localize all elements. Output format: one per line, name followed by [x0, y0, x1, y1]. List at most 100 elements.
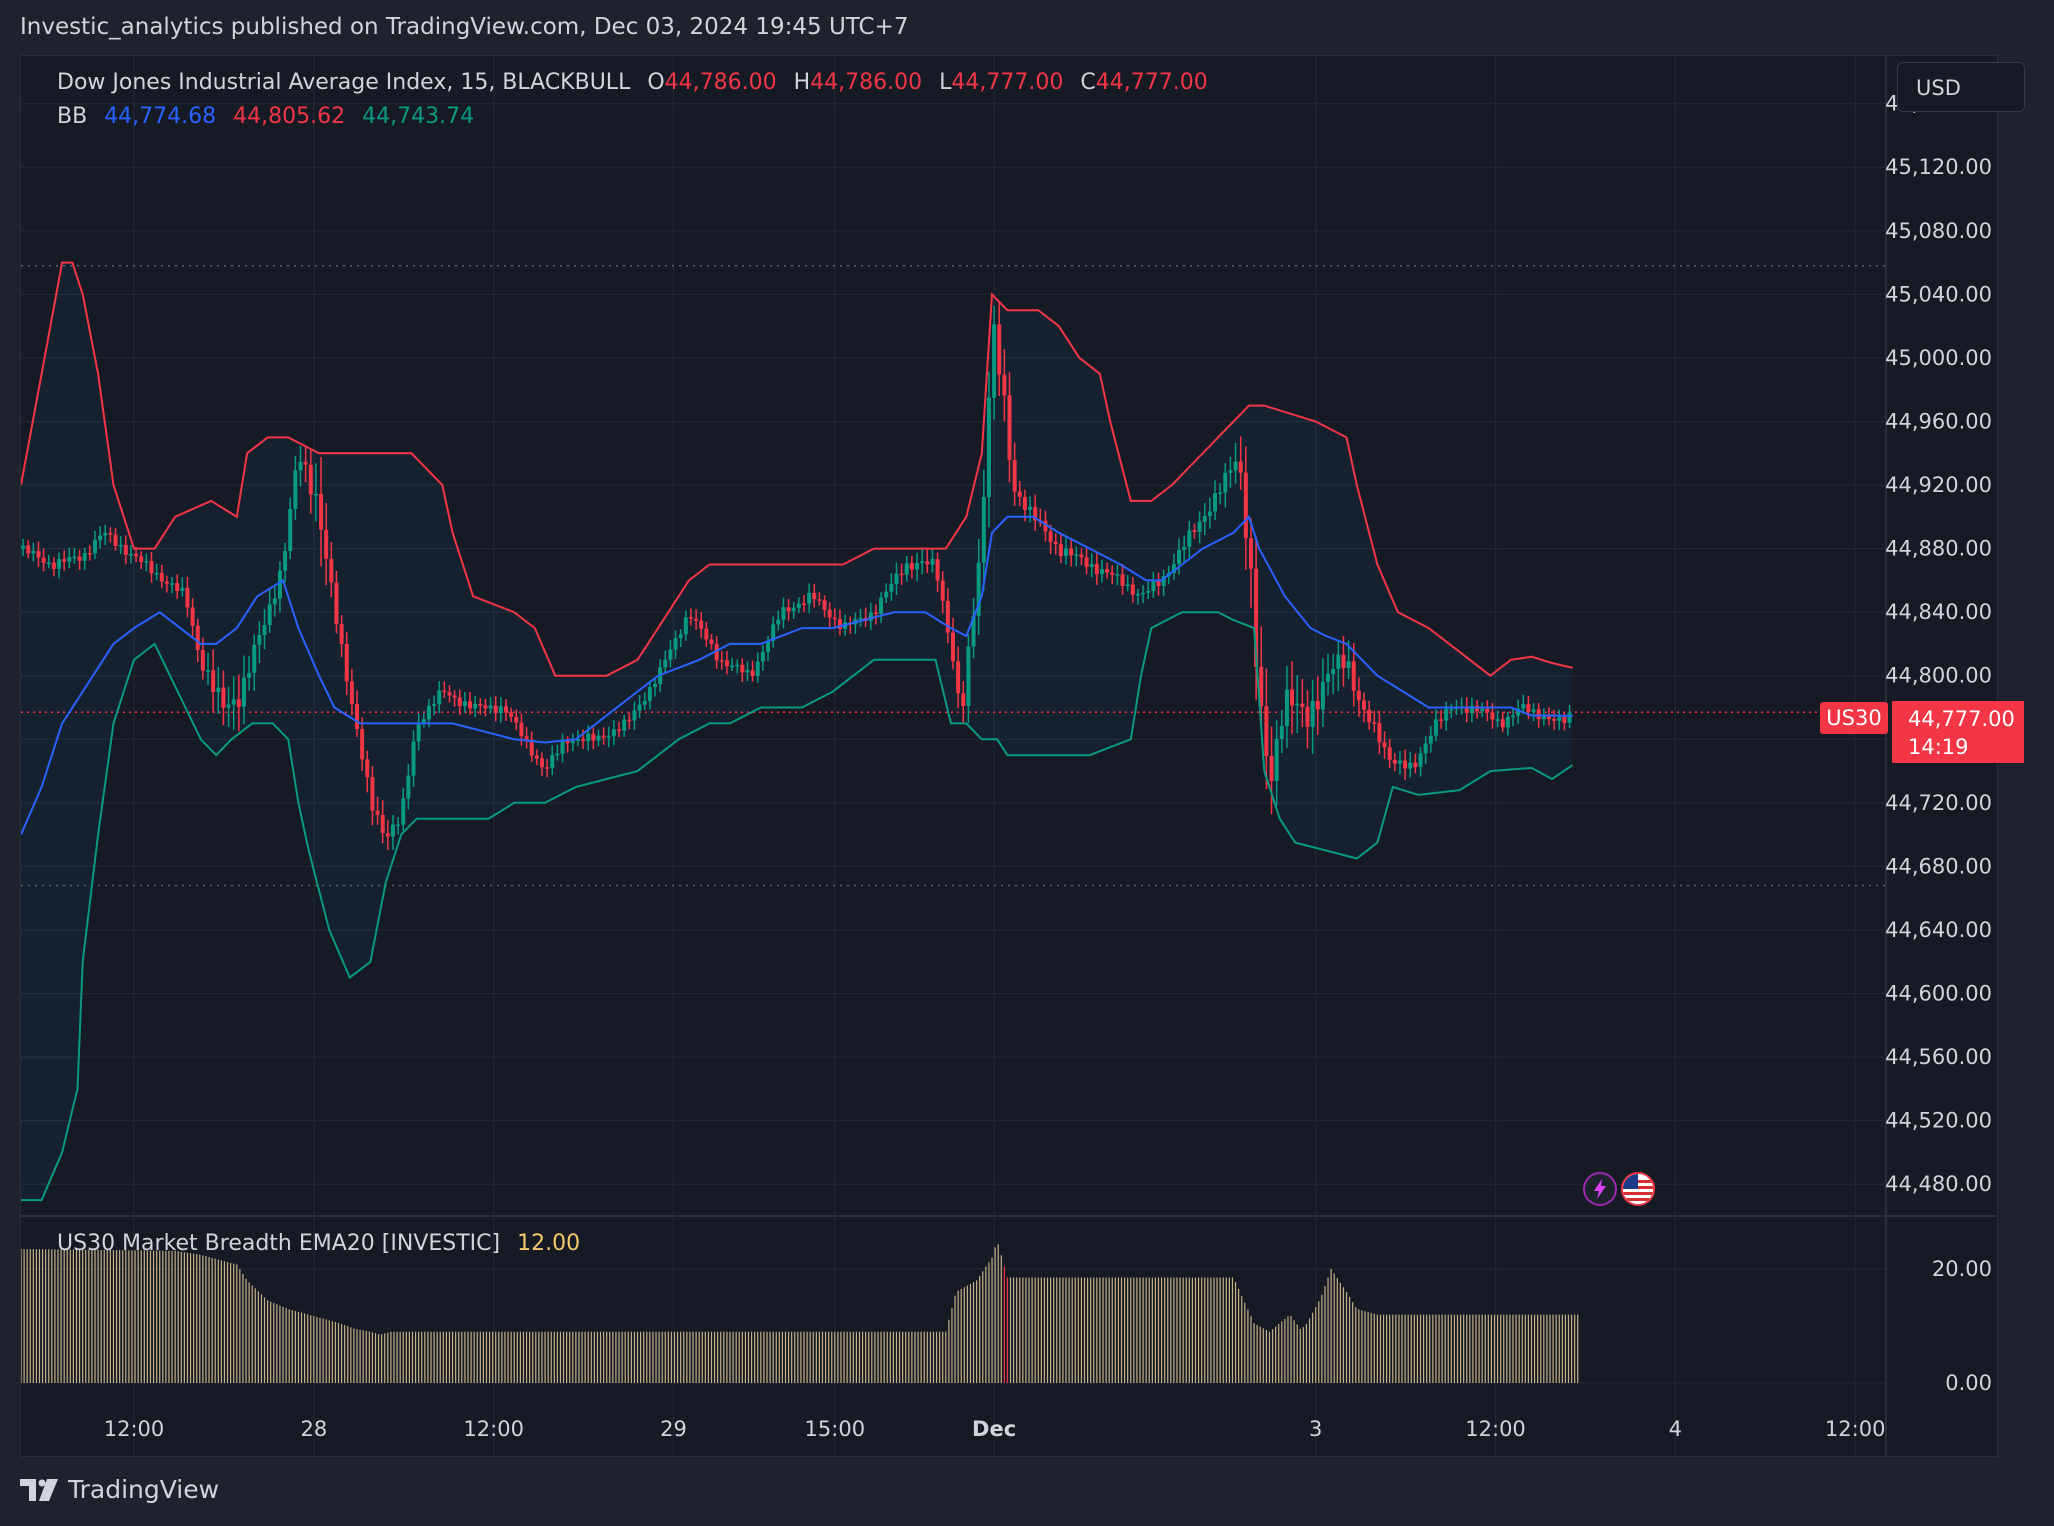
- candle-body[interactable]: [1516, 708, 1521, 716]
- candle-body[interactable]: [1485, 708, 1490, 713]
- candle-body[interactable]: [673, 638, 678, 650]
- candle-body[interactable]: [581, 739, 586, 742]
- candle-body[interactable]: [92, 540, 97, 554]
- candle-body[interactable]: [1269, 755, 1274, 781]
- candle-body[interactable]: [1043, 520, 1048, 532]
- candle-body[interactable]: [745, 670, 750, 673]
- candle-body[interactable]: [807, 592, 812, 604]
- candle-body[interactable]: [1320, 681, 1325, 710]
- candle-body[interactable]: [432, 704, 437, 706]
- candle-body[interactable]: [1182, 547, 1187, 550]
- candle-body[interactable]: [740, 664, 745, 673]
- candle-body[interactable]: [1377, 722, 1382, 743]
- candle-body[interactable]: [206, 670, 211, 672]
- candle-body[interactable]: [416, 722, 421, 742]
- candle-body[interactable]: [123, 544, 128, 555]
- candle-body[interactable]: [139, 556, 144, 563]
- candle-body[interactable]: [699, 620, 704, 629]
- candle-body[interactable]: [385, 833, 390, 837]
- candle-body[interactable]: [724, 660, 729, 667]
- candle-body[interactable]: [211, 670, 216, 692]
- candle-body[interactable]: [1546, 716, 1551, 720]
- candle-body[interactable]: [185, 587, 190, 608]
- candle-body[interactable]: [1135, 594, 1140, 596]
- candle-body[interactable]: [755, 661, 760, 676]
- time-tick-label[interactable]: 15:00: [805, 1417, 866, 1441]
- candle-body[interactable]: [298, 461, 303, 471]
- candle-body[interactable]: [319, 493, 324, 530]
- candle-body[interactable]: [1151, 581, 1156, 591]
- candle-body[interactable]: [272, 598, 277, 605]
- candle-body[interactable]: [1274, 738, 1279, 781]
- time-tick-label[interactable]: 28: [300, 1417, 327, 1441]
- candle-body[interactable]: [879, 597, 884, 615]
- candle-body[interactable]: [719, 660, 724, 662]
- candle-body[interactable]: [570, 740, 575, 744]
- candle-body[interactable]: [1433, 719, 1438, 736]
- candle-body[interactable]: [786, 607, 791, 612]
- time-tick-label[interactable]: 4: [1669, 1417, 1682, 1441]
- candle-body[interactable]: [231, 699, 236, 705]
- candle-body[interactable]: [1192, 530, 1197, 532]
- candle-body[interactable]: [1238, 461, 1243, 473]
- candle-body[interactable]: [355, 703, 360, 730]
- candle-body[interactable]: [971, 615, 976, 647]
- candle-body[interactable]: [149, 561, 154, 574]
- candle-body[interactable]: [750, 670, 755, 676]
- candle-body[interactable]: [1382, 742, 1387, 748]
- candle-body[interactable]: [1259, 666, 1264, 707]
- candle-body[interactable]: [339, 624, 344, 644]
- candle-body[interactable]: [1356, 690, 1361, 701]
- candle-body[interactable]: [1264, 706, 1269, 756]
- candle-body[interactable]: [216, 687, 221, 692]
- candle-body[interactable]: [642, 700, 647, 705]
- candle-body[interactable]: [678, 634, 683, 639]
- candle-body[interactable]: [252, 644, 257, 673]
- candle-body[interactable]: [1536, 709, 1541, 720]
- candle-body[interactable]: [555, 753, 560, 756]
- candle-body[interactable]: [452, 695, 457, 698]
- candle-body[interactable]: [940, 580, 945, 601]
- time-tick-label[interactable]: 29: [660, 1417, 687, 1441]
- candle-body[interactable]: [426, 705, 431, 720]
- candle-body[interactable]: [760, 651, 765, 662]
- candle-body[interactable]: [1028, 506, 1033, 510]
- candle-body[interactable]: [1110, 572, 1115, 575]
- candle-body[interactable]: [113, 534, 118, 547]
- candle-body[interactable]: [915, 563, 920, 570]
- candle-body[interactable]: [1367, 709, 1372, 723]
- candle-body[interactable]: [611, 729, 616, 737]
- candle-body[interactable]: [1064, 548, 1069, 557]
- candle-body[interactable]: [1439, 719, 1444, 722]
- candle-body[interactable]: [57, 559, 62, 569]
- candle-body[interactable]: [1526, 704, 1531, 712]
- candle-body[interactable]: [1058, 544, 1063, 557]
- candle-body[interactable]: [868, 612, 873, 621]
- candle-body[interactable]: [390, 824, 395, 837]
- candle-body[interactable]: [1012, 459, 1017, 492]
- candle-body[interactable]: [180, 587, 185, 591]
- candle-body[interactable]: [514, 716, 519, 723]
- candle-body[interactable]: [560, 741, 565, 754]
- candle-body[interactable]: [899, 573, 904, 576]
- candle-body[interactable]: [920, 561, 925, 564]
- candle-body[interactable]: [873, 612, 878, 615]
- candle-body[interactable]: [62, 559, 67, 562]
- time-tick-label[interactable]: 3: [1309, 1417, 1322, 1441]
- candle-body[interactable]: [267, 604, 272, 626]
- candle-body[interactable]: [1099, 568, 1104, 575]
- candle-body[interactable]: [134, 553, 139, 557]
- candle-body[interactable]: [884, 591, 889, 598]
- candle-body[interactable]: [1351, 661, 1356, 691]
- candle-body[interactable]: [406, 775, 411, 799]
- candle-body[interactable]: [889, 583, 894, 592]
- candle-body[interactable]: [1552, 719, 1557, 721]
- candle-body[interactable]: [375, 810, 380, 815]
- candle-body[interactable]: [1336, 654, 1341, 670]
- candle-body[interactable]: [1007, 395, 1012, 460]
- candle-body[interactable]: [801, 603, 806, 606]
- candle-body[interactable]: [647, 687, 652, 701]
- candle-body[interactable]: [622, 719, 627, 731]
- candle-body[interactable]: [468, 701, 473, 709]
- candle-body[interactable]: [1146, 590, 1151, 593]
